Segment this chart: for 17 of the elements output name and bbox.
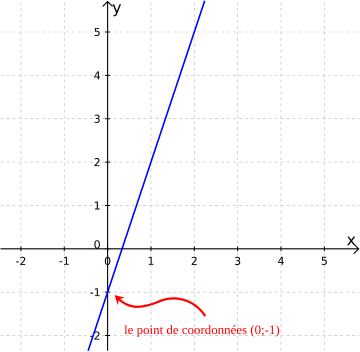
x-axis-title: x — [346, 236, 356, 246]
y-tick-label: 4 — [94, 72, 100, 80]
annotation: le point de coordonnées (0;-1) — [124, 325, 280, 338]
y-tick-label: 1 — [94, 202, 100, 210]
y-tick-label: 0 — [94, 240, 100, 249]
y-tick-label: 3 — [94, 114, 100, 124]
x-tick-label: 5 — [322, 257, 327, 266]
x-tick-label: -2 — [16, 257, 26, 266]
y-tick-label: 2 — [94, 158, 100, 166]
x-tick-label: 3 — [235, 257, 240, 266]
x-tick-label: 1 — [148, 257, 154, 265]
x-tick-label: 4 — [278, 257, 284, 265]
y-tick-label: -1 — [90, 288, 100, 296]
x-tick-label: -1 — [59, 257, 69, 265]
y-tick-label: 5 — [94, 28, 100, 36]
x-tick-label: 2 — [192, 257, 197, 266]
y-axis-title: y — [112, 4, 122, 17]
